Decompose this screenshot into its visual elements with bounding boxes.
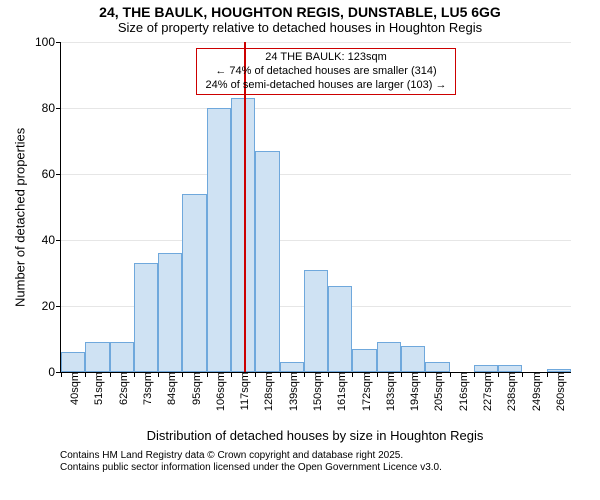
histogram-bar (377, 342, 401, 372)
x-tick-mark (352, 372, 353, 377)
x-tick-label: 84sqm (162, 372, 178, 405)
x-tick-mark (207, 372, 208, 377)
x-tick-label: 205sqm (429, 372, 445, 411)
x-tick-mark (280, 372, 281, 377)
gridline (61, 108, 571, 109)
x-tick-mark (255, 372, 256, 377)
x-tick-mark (158, 372, 159, 377)
attribution-footer: Contains HM Land Registry data © Crown c… (60, 450, 442, 474)
y-axis-title: Number of detached properties (13, 128, 28, 307)
x-tick-label: 172sqm (357, 372, 373, 411)
annotation-callout: 24 THE BAULK: 123sqm← 74% of detached ho… (196, 48, 456, 95)
histogram-bar (182, 194, 206, 372)
x-tick-mark (134, 372, 135, 377)
histogram-bar (85, 342, 109, 372)
y-tick-label: 80 (25, 101, 61, 115)
x-tick-label: 249sqm (527, 372, 543, 411)
x-tick-mark (474, 372, 475, 377)
histogram-bar (401, 346, 425, 372)
x-tick-mark (110, 372, 111, 377)
x-tick-label: 194sqm (405, 372, 421, 411)
x-tick-label: 183sqm (381, 372, 397, 411)
x-tick-label: 227sqm (478, 372, 494, 411)
x-tick-label: 260sqm (551, 372, 567, 411)
gridline (61, 240, 571, 241)
x-tick-mark (182, 372, 183, 377)
x-tick-mark (328, 372, 329, 377)
histogram-bar (207, 108, 231, 372)
y-tick-label: 40 (25, 233, 61, 247)
x-tick-label: 95sqm (187, 372, 203, 405)
gridline (61, 174, 571, 175)
annotation-title: 24 THE BAULK: 123sqm (201, 51, 451, 65)
y-tick-label: 100 (25, 35, 61, 49)
x-tick-mark (85, 372, 86, 377)
histogram-bar (61, 352, 85, 372)
x-tick-label: 51sqm (89, 372, 105, 405)
gridline (61, 42, 571, 43)
y-tick-label: 20 (25, 299, 61, 313)
histogram-bar (110, 342, 134, 372)
x-tick-label: 238sqm (502, 372, 518, 411)
x-tick-label: 73sqm (138, 372, 154, 405)
footer-line1: Contains HM Land Registry data © Crown c… (60, 450, 442, 462)
x-tick-label: 62sqm (114, 372, 130, 405)
footer-line2: Contains public sector information licen… (60, 462, 442, 474)
histogram-bar (231, 98, 255, 372)
x-tick-mark (61, 372, 62, 377)
x-tick-mark (231, 372, 232, 377)
histogram-bar (134, 263, 158, 372)
x-tick-label: 150sqm (308, 372, 324, 411)
histogram-bar (474, 365, 498, 372)
x-tick-label: 40sqm (65, 372, 81, 405)
x-tick-mark (450, 372, 451, 377)
histogram-bar (158, 253, 182, 372)
histogram-bar (255, 151, 279, 372)
x-tick-mark (377, 372, 378, 377)
x-tick-mark (547, 372, 548, 377)
x-axis-title: Distribution of detached houses by size … (60, 428, 570, 443)
x-tick-mark (401, 372, 402, 377)
chart-title-line1: 24, THE BAULK, HOUGHTON REGIS, DUNSTABLE… (0, 4, 600, 20)
x-tick-label: 117sqm (235, 372, 251, 410)
x-tick-mark (522, 372, 523, 377)
y-tick-label: 60 (25, 167, 61, 181)
histogram-bar (352, 349, 376, 372)
chart-title-line2: Size of property relative to detached ho… (0, 20, 600, 35)
histogram-bar (328, 286, 352, 372)
x-tick-mark (425, 372, 426, 377)
chart-title-block: 24, THE BAULK, HOUGHTON REGIS, DUNSTABLE… (0, 0, 600, 35)
x-tick-mark (304, 372, 305, 377)
histogram-plot-area: 02040608010040sqm51sqm62sqm73sqm84sqm95s… (60, 42, 571, 373)
histogram-bar (498, 365, 522, 372)
y-tick-label: 0 (25, 365, 61, 379)
histogram-bar (304, 270, 328, 372)
x-tick-label: 216sqm (454, 372, 470, 411)
histogram-bar (425, 362, 449, 372)
annotation-line1: ← 74% of detached houses are smaller (31… (201, 65, 451, 79)
x-tick-mark (498, 372, 499, 377)
x-tick-label: 139sqm (284, 372, 300, 411)
histogram-bar (280, 362, 304, 372)
x-tick-label: 161sqm (332, 372, 348, 411)
x-tick-label: 106sqm (211, 372, 227, 411)
x-tick-label: 128sqm (259, 372, 275, 411)
annotation-line2: 24% of semi-detached houses are larger (… (201, 79, 451, 93)
